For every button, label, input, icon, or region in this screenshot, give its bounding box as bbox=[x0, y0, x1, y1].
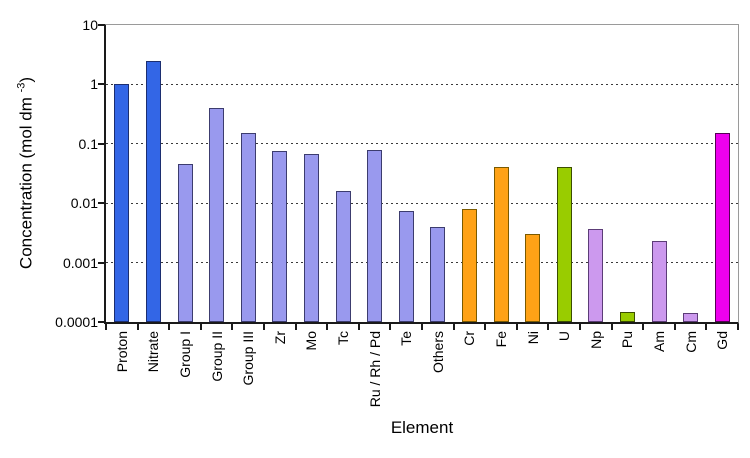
bar-gd bbox=[714, 133, 730, 322]
bar-tc bbox=[335, 191, 351, 322]
x-tick-mark bbox=[642, 324, 645, 330]
x-tick-mark bbox=[326, 324, 329, 330]
x-tick-mark bbox=[389, 324, 392, 330]
bar-others bbox=[430, 226, 446, 322]
x-category-label-pu: Pu bbox=[619, 331, 636, 349]
x-tick-mark bbox=[263, 324, 265, 330]
y-axis-title: Concentration (mol dm -3) bbox=[16, 77, 37, 269]
x-tick-mark bbox=[547, 324, 550, 330]
bar-u bbox=[556, 167, 572, 322]
x-tick-mark bbox=[484, 324, 487, 330]
bar-te bbox=[398, 211, 414, 322]
x-category-label-np: Np bbox=[587, 331, 604, 349]
x-category-label-u: U bbox=[556, 331, 573, 342]
x-tick-mark bbox=[515, 324, 518, 330]
x-category-label-group-i: Group I bbox=[177, 331, 193, 378]
gridline bbox=[106, 202, 738, 204]
bar-cr bbox=[461, 209, 477, 322]
bar-am bbox=[651, 241, 667, 322]
x-axis-title: Element bbox=[390, 418, 454, 437]
y-tick-mark bbox=[98, 202, 105, 205]
bar-ni bbox=[525, 234, 541, 322]
y-tick-mark bbox=[98, 261, 105, 264]
x-tick-mark bbox=[705, 324, 708, 330]
bar-ru-rh-pd bbox=[367, 149, 383, 322]
x-category-label-tc: Tc bbox=[335, 331, 351, 345]
x-category-label-others: Others bbox=[429, 331, 446, 374]
bar-group-ii bbox=[209, 108, 225, 322]
y-tick-mark bbox=[98, 142, 105, 145]
x-tick-mark bbox=[105, 324, 107, 330]
y-tick-label: 0.001 bbox=[62, 254, 98, 271]
x-category-label-te: Te bbox=[398, 331, 415, 346]
x-category-label-mo: Mo bbox=[303, 331, 320, 351]
x-category-label-nitrate: Nitrate bbox=[145, 331, 162, 373]
x-tick-mark bbox=[452, 324, 455, 330]
plot-area bbox=[104, 24, 739, 324]
x-tick-mark bbox=[136, 324, 139, 330]
x-category-label-gd: Gd bbox=[714, 331, 731, 350]
x-category-label-am: Am bbox=[651, 331, 667, 352]
x-category-label-cm: Cm bbox=[682, 331, 699, 353]
bar-cm bbox=[683, 313, 699, 322]
x-tick-mark bbox=[294, 324, 297, 330]
x-tick-mark bbox=[673, 324, 676, 330]
bar-zr bbox=[272, 151, 288, 322]
bar-group-i bbox=[177, 164, 193, 322]
x-tick-mark bbox=[610, 324, 613, 330]
x-tick-mark bbox=[579, 324, 581, 330]
x-category-label-cr: Cr bbox=[461, 331, 478, 346]
x-tick-mark bbox=[357, 324, 360, 330]
y-axis-title-text: Concentration (mol dm bbox=[16, 92, 36, 270]
y-tick-label: 0.0001 bbox=[55, 314, 98, 330]
x-category-label-zr: Zr bbox=[271, 331, 288, 345]
x-tick-mark bbox=[737, 324, 739, 330]
y-tick-label: 0.01 bbox=[70, 195, 98, 212]
x-tick-mark bbox=[199, 324, 202, 330]
bar-nitrate bbox=[145, 60, 161, 322]
bar-np bbox=[588, 228, 604, 322]
x-tick-mark bbox=[421, 324, 423, 330]
y-tick-mark bbox=[98, 83, 105, 86]
y-tick-label: 10 bbox=[82, 17, 98, 33]
gridline bbox=[106, 83, 738, 85]
y-axis-title-exponent: -3 bbox=[15, 82, 28, 93]
x-tick-mark bbox=[231, 324, 234, 330]
bar-fe bbox=[493, 167, 509, 322]
y-tick-label: 1 bbox=[90, 76, 98, 93]
x-category-label-proton: Proton bbox=[113, 331, 130, 373]
y-tick-label: 0.1 bbox=[78, 135, 98, 152]
gridline bbox=[106, 262, 738, 264]
bar-mo bbox=[303, 153, 319, 322]
gridline bbox=[106, 143, 738, 145]
x-tick-mark bbox=[168, 324, 171, 330]
x-category-label-group-ii: Group II bbox=[208, 331, 225, 382]
x-category-label-fe: Fe bbox=[493, 331, 509, 348]
bar-proton bbox=[114, 84, 130, 322]
y-tick-mark bbox=[98, 321, 105, 323]
x-category-label-ru-rh-pd: Ru / Rh / Pd bbox=[366, 331, 383, 408]
x-category-label-ni: Ni bbox=[524, 331, 541, 345]
x-category-label-group-iii: Group III bbox=[240, 331, 257, 386]
bar-group-iii bbox=[240, 133, 256, 322]
y-tick-mark bbox=[98, 24, 105, 26]
bar-pu bbox=[619, 311, 635, 322]
